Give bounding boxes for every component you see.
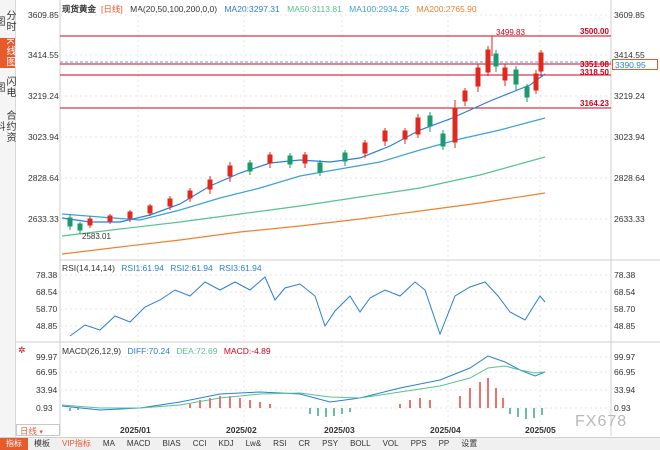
y-label: 3023.94 xyxy=(614,132,645,142)
y-label: 3219.24 xyxy=(614,91,645,101)
y-label: 2828.64 xyxy=(614,173,645,183)
macd-diff-value: DIFF:70.24 xyxy=(127,346,170,356)
ma-params: MA(20,50,100,200,0,0) xyxy=(130,4,218,14)
rsi-axis-left: 58.70 xyxy=(36,304,58,314)
rsi-axis-label: 58.70 xyxy=(614,304,636,314)
x-label: 2025/02 xyxy=(226,425,257,435)
candlesticks xyxy=(67,36,544,234)
ma20-value: MA20:3297.31 xyxy=(224,4,280,14)
y-label-left: 3023.94 xyxy=(28,132,59,142)
ma50-value: MA50:3113.81 xyxy=(287,4,342,14)
y-label: 3414.55 xyxy=(614,50,645,60)
rsi-axis-label: 68.54 xyxy=(614,287,636,297)
toolbar-rsi[interactable]: RSI xyxy=(273,439,287,448)
rsi-axis-label: 48.85 xyxy=(614,321,636,331)
period-label: [日线] xyxy=(101,4,123,14)
macd-legend: MACD(26,12,9) DIFF:70.24 DEA:72.69 MACD:… xyxy=(62,346,275,356)
macd-axis-label: 0.93 xyxy=(614,403,631,413)
y-label: 3609.85 xyxy=(614,10,645,20)
toolbar-pp[interactable]: PP xyxy=(438,439,450,448)
toolbar-template[interactable]: 模板 xyxy=(34,439,50,448)
ma20-line xyxy=(61,73,546,223)
ma200-value: MA200:2765.90 xyxy=(416,4,477,14)
rsi-axis-left: 78.38 xyxy=(36,270,58,280)
macd-axis-left: 66.95 xyxy=(36,367,58,377)
macd-histogram xyxy=(69,378,543,419)
toolbar-macd[interactable]: MACD xyxy=(126,439,151,448)
toolbar-indicator[interactable]: 指标 xyxy=(0,438,28,450)
rsi-axis-left: 48.85 xyxy=(36,321,58,331)
ma100-line xyxy=(61,156,546,237)
macd-dea-value: DEA:72.69 xyxy=(176,346,218,356)
toolbar-cr[interactable]: CR xyxy=(298,439,311,448)
y-label-left: 3219.24 xyxy=(28,91,59,101)
rsi3-value: RSI3:61.94 xyxy=(219,263,262,273)
macd-dea-line xyxy=(61,365,546,409)
low-price-mark: 2583.01 xyxy=(82,232,111,241)
toolbar-lw[interactable]: Lw& xyxy=(245,439,262,448)
toolbar-vol[interactable]: VOL xyxy=(382,439,399,448)
toolbar-bias[interactable]: BIAS xyxy=(162,439,181,448)
level-label-3318: 3318.50 xyxy=(580,68,609,77)
rsi-legend: RSI(14,14,14) RSI1:61.94 RSI2:61.94 RSI3… xyxy=(62,263,266,273)
macd-settings-icon[interactable]: ✲ xyxy=(18,345,26,355)
level-label-3164: 3164.23 xyxy=(580,99,609,108)
macd-axis-label: 66.95 xyxy=(614,367,636,377)
level-label-3500: 3500.00 xyxy=(580,27,609,36)
ma50-line xyxy=(61,117,546,221)
rsi-label: RSI(14,14,14) xyxy=(62,263,115,273)
high-price-mark: 3499.83 xyxy=(496,28,525,37)
x-label: 2025/03 xyxy=(324,425,355,435)
macd-diff-line xyxy=(61,355,546,411)
y-label-left: 2828.64 xyxy=(28,173,59,183)
macd-axis-left: 0.93 xyxy=(36,403,53,413)
period-select-value: 日线 xyxy=(20,426,38,436)
rsi-line xyxy=(69,276,546,337)
macd-axis-label: 33.94 xyxy=(614,385,636,395)
toolbar-boll[interactable]: BOLL xyxy=(350,439,371,448)
rsi-axis-left: 68.54 xyxy=(36,287,58,297)
ma200-line xyxy=(61,192,546,255)
macd-axis-left: 99.97 xyxy=(36,352,58,362)
macd-axis-left: 33.94 xyxy=(36,385,58,395)
indicator-toolbar: 指标 模板 VIP指标 MA MACD BIAS CCI KDJ Lw& RSI CR PSY BOLL… xyxy=(0,437,660,450)
grid-lines xyxy=(60,10,611,425)
rsi-axis-label: 78.38 xyxy=(614,270,636,280)
toolbar-ma[interactable]: MA xyxy=(102,439,115,448)
chevron-down-icon: ▾ xyxy=(39,429,43,436)
toolbar-pps[interactable]: PPS xyxy=(410,439,427,448)
level-label-3351: 3351.08 xyxy=(580,60,609,69)
tab-kline[interactable]: K线图 xyxy=(0,38,15,68)
ma-legend: 现货黄金 [日线] MA(20,50,100,200,0,0) MA20:3297… xyxy=(62,3,482,15)
period-select[interactable]: 日线 ▾ xyxy=(16,424,60,436)
y-label-left: 3609.85 xyxy=(28,10,59,20)
toolbar-kdj[interactable]: KDJ xyxy=(218,439,234,448)
rsi2-value: RSI2:61.94 xyxy=(170,263,213,273)
macd-label: MACD(26,12,9) xyxy=(62,346,122,356)
toolbar-settings[interactable]: 设置 xyxy=(461,439,478,448)
watermark: FX678 xyxy=(575,413,628,430)
tab-flash[interactable]: 闪电图 xyxy=(0,76,15,98)
macd-axis-label: 99.97 xyxy=(614,352,636,362)
y-label-left: 3414.55 xyxy=(28,50,59,60)
rsi1-value: RSI1:61.94 xyxy=(121,263,164,273)
symbol-name: 现货黄金 xyxy=(62,4,97,14)
ma100-value: MA100:2934.25 xyxy=(349,4,410,14)
toolbar-psy[interactable]: PSY xyxy=(322,439,339,448)
x-label: 2025/05 xyxy=(525,425,556,435)
tab-timeshare[interactable]: 分时图 xyxy=(0,10,15,32)
toolbar-cci[interactable]: CCI xyxy=(192,439,207,448)
macd-value: MACD:-4.89 xyxy=(223,346,271,356)
toolbar-vip[interactable]: VIP指标 xyxy=(62,439,91,448)
side-tab-bar: 分时图 K线图 闪电图 合约资料 xyxy=(0,0,16,449)
current-price-tag: 3390.95 xyxy=(612,59,658,70)
x-label: 2025/01 xyxy=(120,425,151,435)
x-label: 2025/04 xyxy=(430,425,461,435)
y-label-left: 2633.33 xyxy=(28,214,59,224)
y-label: 2633.33 xyxy=(614,214,645,224)
tab-contract-info[interactable]: 合约资料 xyxy=(0,109,15,143)
